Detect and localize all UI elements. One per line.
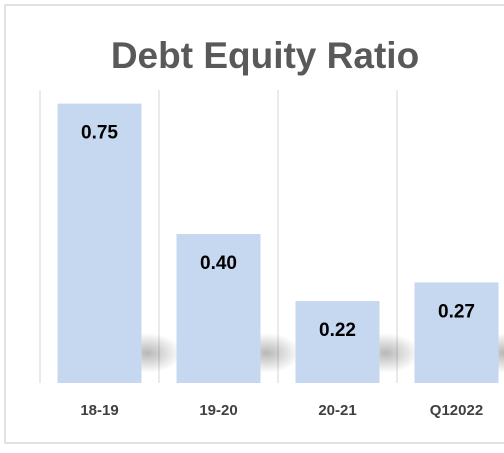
plot-area: 0.75 18-19 0.40 19-20 0.22 20-21 0.27 Q12022 [39,90,504,419]
x-tick-label: 20-21 [318,402,356,419]
bar [176,234,261,383]
bar [414,282,499,383]
x-tick-label: Q12022 [430,402,483,419]
bar [57,103,142,383]
value-label: 0.40 [200,253,237,274]
x-tick-label: 19-20 [199,402,237,419]
bar [295,301,380,383]
x-tick-label: 18-19 [80,402,118,419]
value-label: 0.27 [438,301,475,322]
value-label: 0.75 [81,123,118,144]
chart-title: Debt Equity Ratio [111,35,419,76]
value-label: 0.22 [319,320,356,341]
